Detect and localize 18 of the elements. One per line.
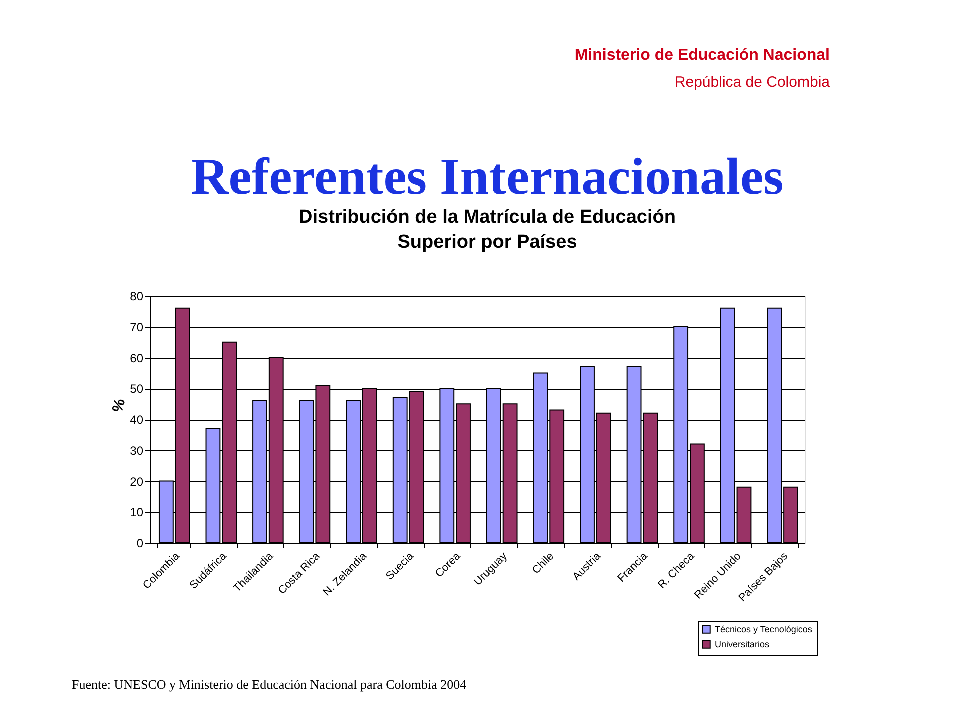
y-tick-label: 70	[130, 320, 144, 334]
y-tick-label: 50	[130, 382, 144, 396]
y-tick-label: 80	[130, 290, 144, 304]
legend-label: Universitarios	[715, 640, 770, 650]
source-note: Fuente: UNESCO y Ministerio de Educación Nacional para Colombia 2004	[72, 677, 468, 692]
y-tick-label: 60	[130, 351, 144, 366]
y-tick-label: 20	[130, 474, 144, 489]
text: República de Colombia	[674, 74, 831, 91]
legend-label: Técnicos y Tecnológicos	[715, 624, 813, 634]
text: Superior por Países	[398, 232, 578, 253]
y-axis-title: %	[109, 397, 130, 414]
y-tick-label: 10	[130, 506, 144, 520]
text: Ministerio de Educación Nacional	[574, 47, 830, 64]
y-tick-label: 0	[136, 536, 144, 550]
y-tick-label: 30	[130, 444, 144, 458]
text: Referentes Internacionales	[191, 149, 784, 206]
y-tick-label: 40	[130, 413, 144, 427]
text: Distribución de la Matrícula de Educación	[299, 207, 676, 228]
